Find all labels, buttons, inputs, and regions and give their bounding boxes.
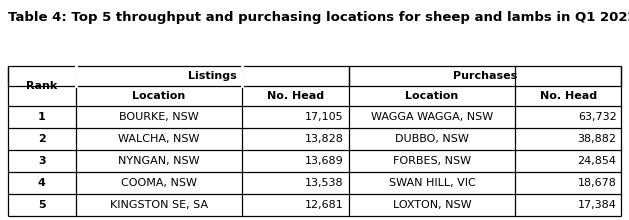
Text: 24,854: 24,854 xyxy=(577,156,616,166)
Text: 13,538: 13,538 xyxy=(305,178,343,188)
Text: 12,681: 12,681 xyxy=(305,200,343,210)
Text: 17,384: 17,384 xyxy=(577,200,616,210)
Text: 17,105: 17,105 xyxy=(305,112,343,122)
Text: KINGSTON SE, SA: KINGSTON SE, SA xyxy=(110,200,208,210)
Text: No. Head: No. Head xyxy=(540,91,597,101)
Text: No. Head: No. Head xyxy=(267,91,324,101)
Text: COOMA, NSW: COOMA, NSW xyxy=(121,178,197,188)
Text: BOURKE, NSW: BOURKE, NSW xyxy=(120,112,199,122)
Text: FORBES, NSW: FORBES, NSW xyxy=(393,156,471,166)
Text: Location: Location xyxy=(405,91,459,101)
Text: 1: 1 xyxy=(38,112,45,122)
Text: DUBBO, NSW: DUBBO, NSW xyxy=(395,134,469,144)
Text: Listings: Listings xyxy=(188,71,237,81)
Text: NYNGAN, NSW: NYNGAN, NSW xyxy=(118,156,200,166)
Text: 63,732: 63,732 xyxy=(578,112,616,122)
Text: 18,678: 18,678 xyxy=(577,178,616,188)
Text: LOXTON, NSW: LOXTON, NSW xyxy=(392,200,471,210)
Text: Rank: Rank xyxy=(26,81,57,91)
Text: SWAN HILL, VIC: SWAN HILL, VIC xyxy=(389,178,476,188)
Text: 13,689: 13,689 xyxy=(305,156,343,166)
Text: Location: Location xyxy=(133,91,186,101)
Text: Table 4: Top 5 throughput and purchasing locations for sheep and lambs in Q1 202: Table 4: Top 5 throughput and purchasing… xyxy=(8,11,629,24)
Text: Purchases: Purchases xyxy=(453,71,517,81)
Text: WALCHA, NSW: WALCHA, NSW xyxy=(118,134,200,144)
Text: 13,828: 13,828 xyxy=(305,134,343,144)
Text: 3: 3 xyxy=(38,156,45,166)
Text: 38,882: 38,882 xyxy=(577,134,616,144)
Text: 2: 2 xyxy=(38,134,45,144)
Text: 5: 5 xyxy=(38,200,45,210)
Text: 4: 4 xyxy=(38,178,45,188)
Text: WAGGA WAGGA, NSW: WAGGA WAGGA, NSW xyxy=(371,112,493,122)
